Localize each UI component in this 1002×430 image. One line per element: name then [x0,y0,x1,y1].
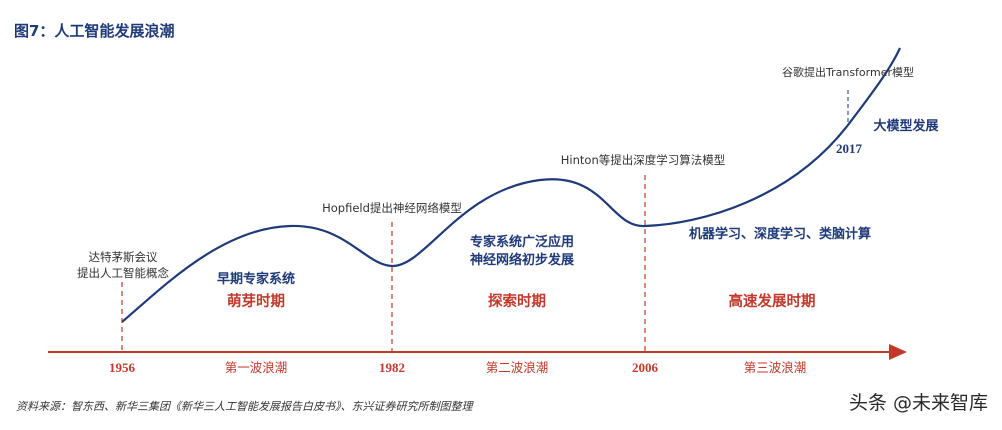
stage-expert-line1: 专家系统广泛应用 [470,234,574,250]
period-rapid: 高速发展时期 [729,292,816,310]
stage-early-expert: 早期专家系统 [217,271,295,287]
event-hopfield: Hopfield提出神经网络模型 [322,201,462,215]
stage-big-model: 大模型发展 [873,118,939,134]
year-2017: 2017 [836,141,863,156]
stage-expert-line2: 神经网络初步发展 [470,252,575,268]
event-hinton: Hinton等提出深度学习算法模型 [561,153,725,167]
source-note: 资料来源：智东西、新华三集团《新华三人工智能发展报告白皮书》、东兴证券研究所制图… [16,400,473,413]
year-1956: 1956 [109,360,136,375]
development-curve [121,47,902,323]
event-dartmouth-line1: 达特茅斯会议 [89,250,158,264]
wave-third: 第三波浪潮 [744,360,807,375]
year-2006: 2006 [632,360,659,375]
watermark: 头条 @未来智库 [848,392,988,414]
period-explore: 探索时期 [488,292,546,310]
figure-title: 图7：人工智能发展浪潮 [14,22,175,40]
event-dartmouth-line2: 提出人工智能概念 [77,266,169,280]
stage-ml-dl: 机器学习、深度学习、类脑计算 [689,226,871,242]
wave-second: 第二波浪潮 [486,360,549,375]
event-google: 谷歌提出Transformer模型 [782,65,914,79]
period-sprout: 萌芽时期 [227,292,285,310]
year-1982: 1982 [379,360,405,375]
wave-first: 第一波浪潮 [225,360,288,375]
